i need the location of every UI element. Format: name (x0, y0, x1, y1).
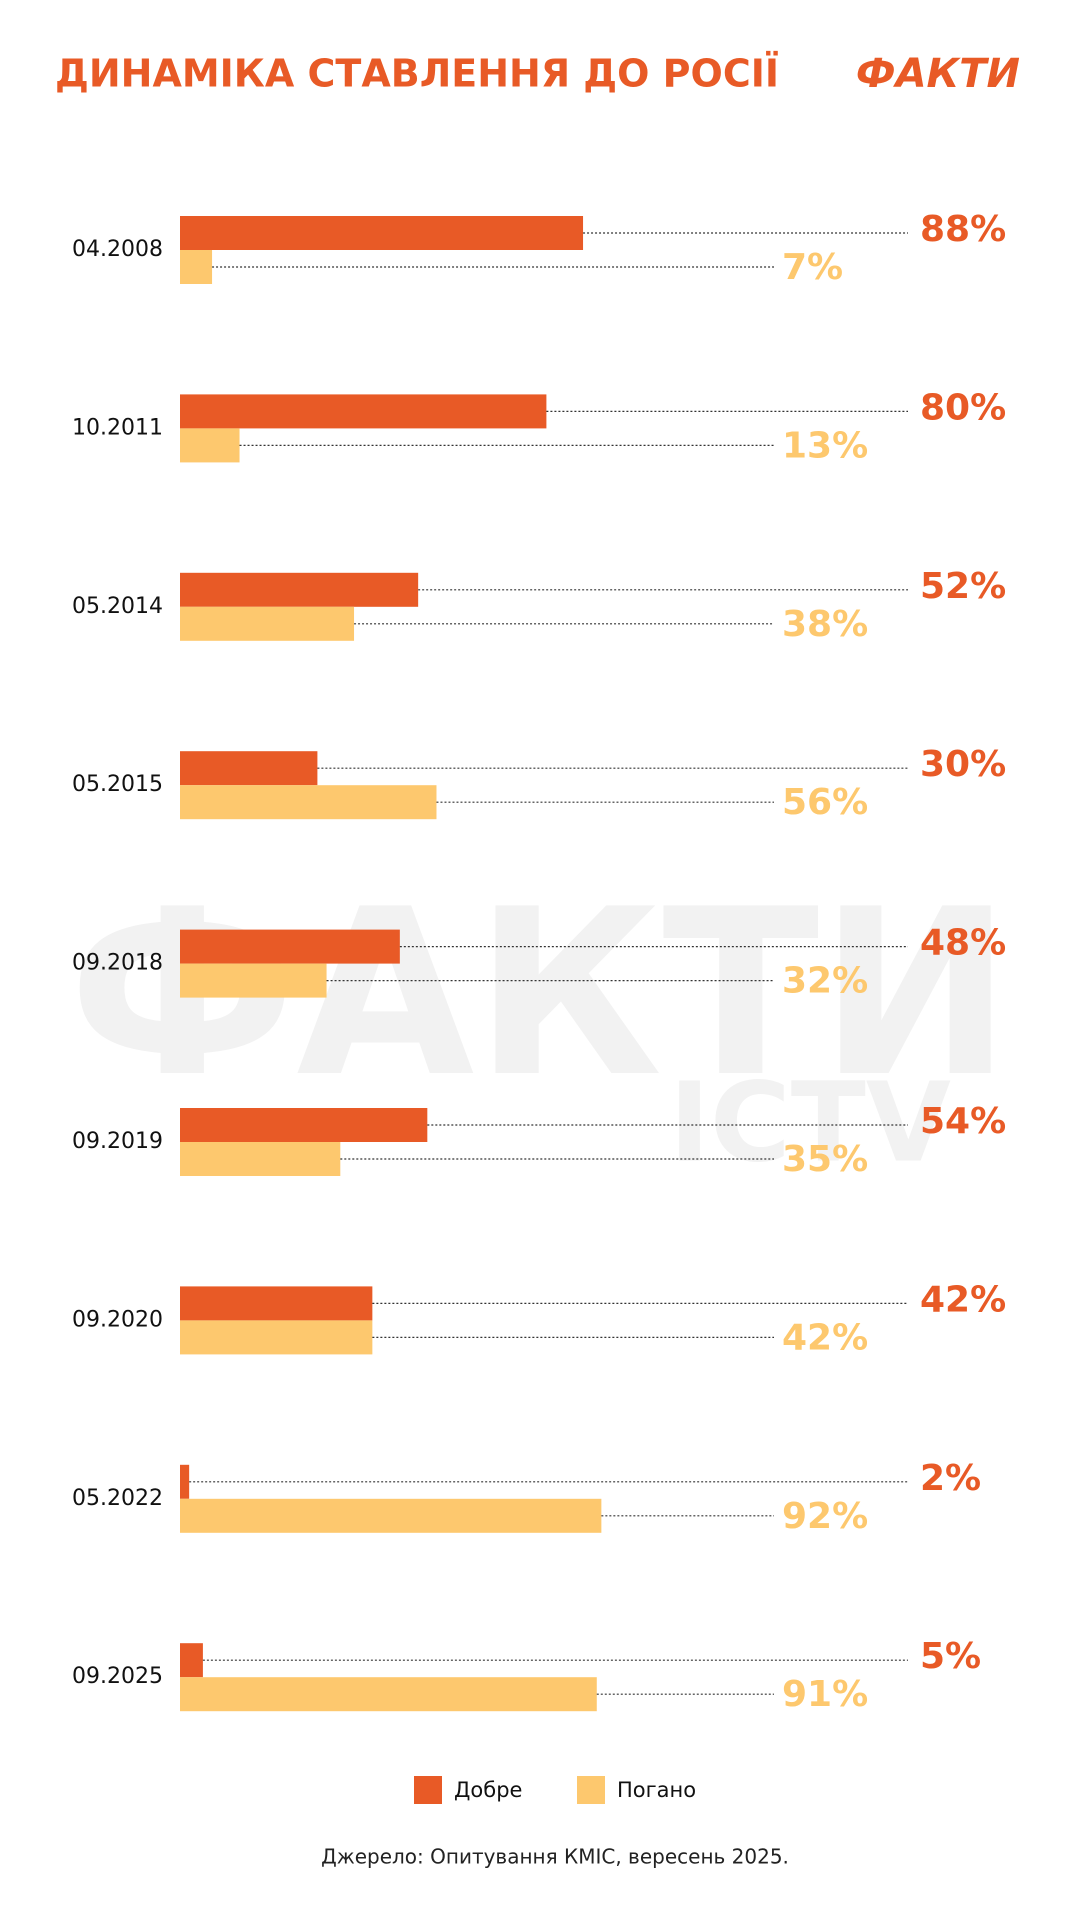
value-label: 91% (782, 1674, 868, 1715)
value-label: 30% (920, 744, 1006, 785)
bar (180, 606, 355, 641)
value-label: 54% (920, 1101, 1006, 1142)
brand-logo: ФАКТИ (856, 51, 1020, 97)
value-label: 42% (920, 1279, 1006, 1320)
chart-title: ДИНАМІКА СТАВЛЕННЯ ДО РОСІЇ (55, 52, 779, 96)
category-label: 09.2019 (72, 1129, 163, 1154)
value-label: 13% (782, 425, 868, 466)
source: Джерело: Опитування КМІС, вересень 2025. (321, 1845, 789, 1869)
watermark: ICTV (669, 1058, 951, 1186)
category-label: 05.2014 (72, 594, 163, 619)
legend-label: Добре (454, 1778, 522, 1802)
bar (180, 1464, 190, 1499)
bar (180, 394, 547, 429)
value-label: 56% (782, 782, 868, 823)
bar (180, 1108, 428, 1142)
legend-swatch (577, 1776, 605, 1804)
category-label: 04.2008 (72, 237, 163, 262)
bar (180, 216, 584, 250)
value-label: 2% (920, 1458, 981, 1499)
legend-label: Погано (617, 1778, 696, 1802)
bar (180, 428, 240, 463)
bar (180, 1142, 341, 1176)
category-label: 09.2020 (72, 1307, 163, 1332)
bar (180, 1677, 597, 1712)
value-label: 48% (920, 923, 1006, 964)
bar (180, 751, 318, 786)
bar (180, 1320, 373, 1355)
category-label: 05.2022 (72, 1486, 163, 1511)
value-label: 88% (920, 209, 1006, 250)
category-label: 10.2011 (72, 415, 163, 440)
legend-swatch (414, 1776, 442, 1804)
bar (180, 929, 400, 964)
value-label: 32% (782, 961, 868, 1002)
bar (180, 572, 419, 607)
value-label: 5% (920, 1636, 981, 1677)
bar (180, 785, 437, 820)
bar (180, 963, 327, 998)
bar (180, 250, 213, 284)
value-label: 42% (782, 1317, 868, 1358)
value-label: 38% (782, 604, 868, 645)
value-label: 7% (782, 247, 843, 288)
bar (180, 1643, 203, 1678)
bar (180, 1286, 373, 1321)
category-label: 05.2015 (72, 772, 163, 797)
value-label: 80% (920, 387, 1006, 428)
category-label: 09.2018 (72, 951, 163, 976)
category-label: 09.2025 (72, 1664, 163, 1689)
value-label: 92% (782, 1496, 868, 1537)
value-label: 52% (920, 566, 1006, 607)
bar (180, 1498, 602, 1533)
value-label: 35% (782, 1139, 868, 1180)
